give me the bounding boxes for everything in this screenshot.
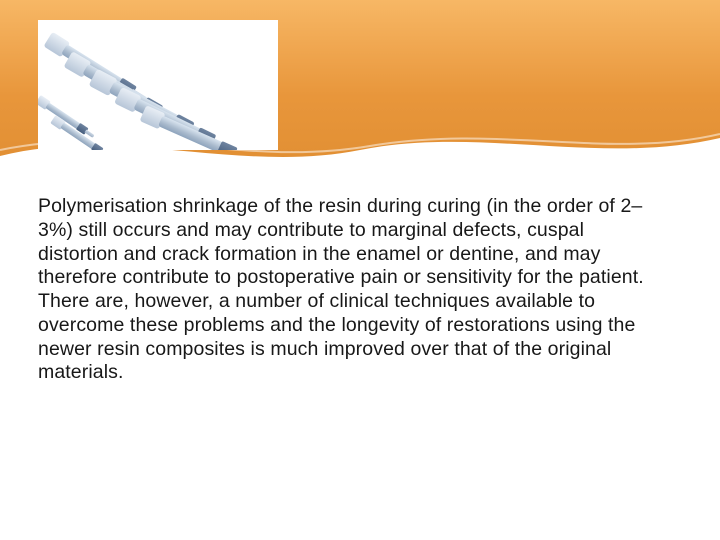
syringe-icon: [50, 115, 110, 150]
syringe-icon: [140, 105, 251, 150]
body-paragraph: Polymerisation shrinkage of the resin du…: [38, 195, 652, 385]
header-band: [0, 0, 720, 175]
slide: Polymerisation shrinkage of the resin du…: [0, 0, 720, 540]
syringes-image: [38, 20, 278, 150]
